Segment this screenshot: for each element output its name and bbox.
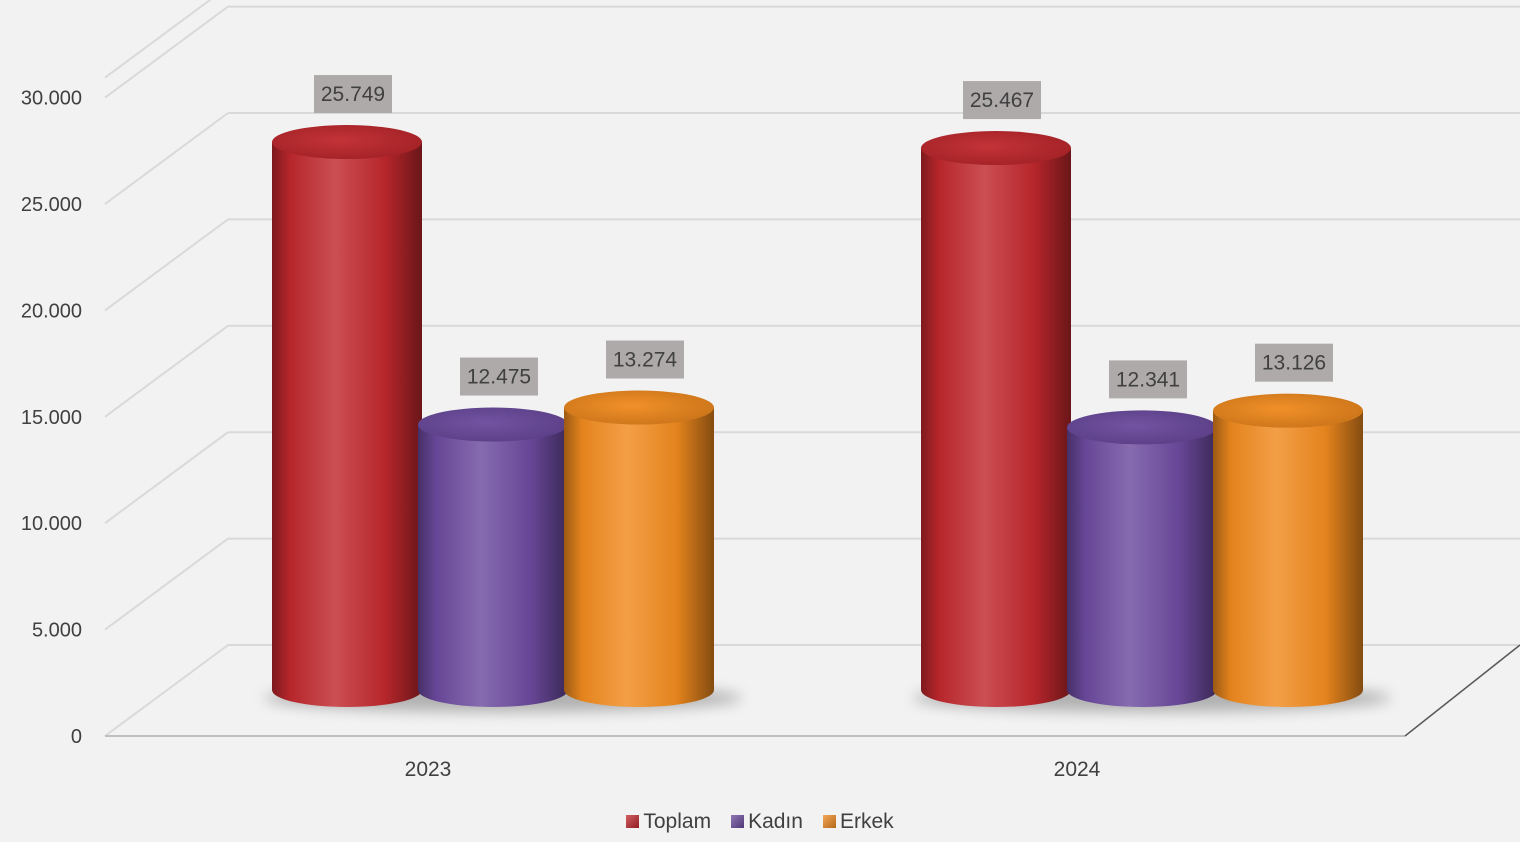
bar [921, 131, 1071, 707]
bars [264, 125, 1391, 712]
data-label: 25.749 [321, 83, 385, 106]
bar-body [1067, 427, 1217, 707]
legend-label: Kadın [748, 810, 803, 833]
gridline-side [104, 644, 229, 737]
y-axis-ticks: 0 5.000 10.000 15.000 20.000 25.000 30.000 [21, 88, 82, 748]
y-tick-label: 10.000 [21, 513, 82, 535]
data-label-box [606, 340, 684, 379]
data-label-box [460, 357, 538, 396]
y-tick-label: 25.000 [21, 194, 82, 216]
bar-body [921, 148, 1071, 707]
legend-swatch [731, 815, 745, 828]
bar-top [921, 131, 1071, 166]
y-tick-label: 5.000 [32, 620, 82, 642]
gridline-side [104, 0, 212, 79]
bar-top [1067, 410, 1217, 445]
data-label: 13.274 [613, 349, 678, 372]
legend: Toplam Kadın Erkek [0, 810, 1520, 834]
bar-body [418, 424, 568, 707]
bar-top [272, 125, 422, 160]
y-tick-label: 0 [71, 726, 82, 748]
data-label: 12.341 [1116, 368, 1180, 391]
legend-item: Toplam [626, 810, 711, 833]
x-tick-label: 2024 [1054, 758, 1101, 781]
bar-top [418, 407, 568, 442]
x-axis-ticks: 2023 2024 [405, 758, 1101, 781]
data-label-box [1109, 360, 1187, 399]
data-label: 12.475 [467, 366, 531, 389]
legend-label: Toplam [643, 810, 712, 833]
data-label-box [314, 75, 392, 114]
bar-body [1213, 410, 1363, 707]
bar-body [564, 407, 714, 707]
bar [1213, 393, 1363, 707]
bar-body [272, 142, 422, 707]
bar [1067, 410, 1217, 707]
floor-edge [1404, 644, 1520, 737]
gridline-side [104, 431, 229, 525]
data-labels: 25.749 12.475 13.274 25.467 12.341 13.126 [314, 75, 1333, 399]
bar [272, 125, 422, 707]
legend-label: Erkek [839, 810, 894, 833]
bar-top [564, 390, 714, 425]
data-label-box [963, 81, 1041, 120]
y-tick-label: 15.000 [21, 407, 82, 429]
data-label: 25.467 [970, 89, 1034, 112]
gridline-side [104, 112, 229, 205]
bar-top [1213, 393, 1363, 428]
y-tick-label: 20.000 [21, 300, 82, 322]
legend-swatch [822, 815, 836, 828]
y-tick-label: 30.000 [21, 88, 82, 110]
gridline-side [104, 537, 229, 631]
gridline-side [104, 218, 229, 312]
gridline-side [104, 5, 229, 99]
bar [418, 407, 568, 707]
legend-item: Kadın [731, 810, 803, 833]
bar [564, 390, 714, 707]
legend-swatch [626, 815, 640, 828]
legend-item: Erkek [822, 810, 894, 833]
data-label: 13.126 [1262, 352, 1326, 375]
x-tick-label: 2023 [405, 758, 452, 781]
data-label-box [1255, 343, 1333, 382]
gridline-side [104, 324, 229, 418]
